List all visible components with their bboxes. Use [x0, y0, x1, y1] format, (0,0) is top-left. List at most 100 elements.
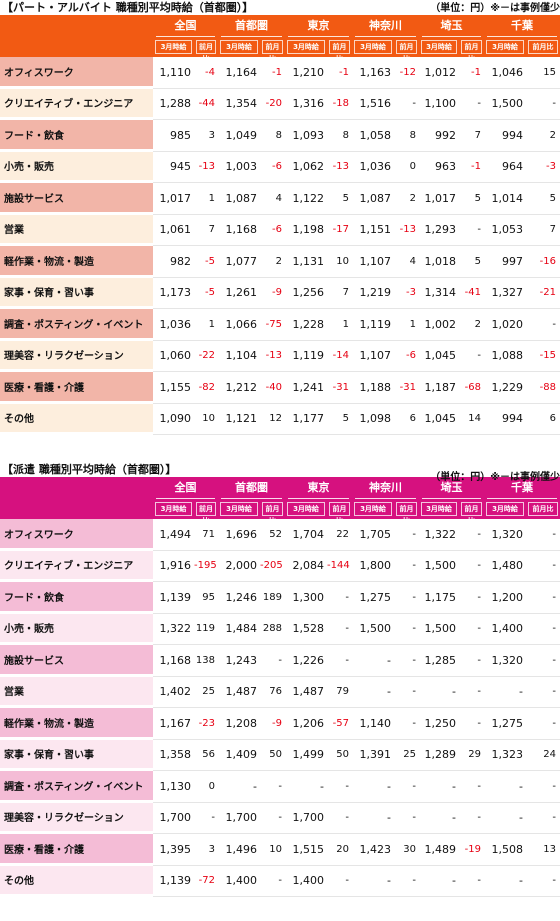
region-header-label: 千葉: [487, 16, 557, 37]
wage-subheader-label: 3月時給: [287, 502, 325, 516]
change-cell: -88: [526, 372, 560, 404]
wage-cell: -: [285, 771, 327, 803]
row-label: 営業: [0, 676, 153, 708]
change-cell: -: [526, 519, 560, 551]
change-cell: -: [526, 645, 560, 677]
change-cell: -: [526, 866, 560, 897]
wage-cell: 994: [484, 120, 526, 152]
wage-subheader-label: 3月時給: [486, 502, 524, 516]
change-cell: -: [194, 803, 218, 834]
wage-cell: 1,494: [153, 519, 194, 551]
change-cell: 8: [260, 120, 285, 152]
change-cell: 1: [194, 309, 218, 341]
wage-cell: -: [419, 771, 459, 803]
wage-subheader: 3月時給: [352, 499, 394, 519]
table-row: 理美容・リラクゼーション 1,700-1,700-1,700- - - - - - -: [0, 802, 560, 834]
change-subheader-label: 前月比: [461, 502, 482, 525]
row-label: 理美容・リラクゼーション: [0, 802, 153, 834]
part-wage-table: 全国 首都圏 東京 神奈川 埼玉 千葉 3月時給 前月比 3月時給 前月比 3月時給 前月比 3月時給前…: [0, 15, 560, 435]
table-row: 理美容・リラクゼーション 1,060 -22 1,104 -13 1,119 -14 1,10…: [0, 340, 560, 372]
change-cell: -9: [260, 278, 285, 309]
region-header-label: 全国: [156, 478, 215, 499]
change-cell: -195: [194, 551, 218, 582]
wage-cell: 1,515: [285, 834, 327, 866]
wage-cell: 1,500: [419, 614, 459, 645]
wage-cell: -: [484, 803, 526, 834]
wage-cell: 1,077: [218, 246, 260, 278]
wage-cell: 1,316: [285, 89, 327, 120]
change-cell: 189: [260, 582, 285, 614]
change-cell: -5: [194, 246, 218, 278]
table-row: フード・飲食 985 3 1,049 8 1,093 8 1,058 8 992 7 994 2: [0, 120, 560, 152]
wage-cell: 1,508: [484, 834, 526, 866]
change-cell: 119: [194, 614, 218, 645]
region-header: 神奈川: [352, 477, 419, 499]
change-cell: -82: [194, 372, 218, 404]
wage-cell: 1,020: [484, 309, 526, 341]
wage-cell: 1,916: [153, 551, 194, 582]
table-row: オフィスワーク 1,110 -4 1,164 -1 1,210 -1 1,163 -12 1,01…: [0, 57, 560, 89]
change-subheader: 前月比: [526, 499, 560, 519]
wage-cell: 1,122: [285, 183, 327, 215]
wage-cell: 1,175: [419, 582, 459, 614]
change-subheader-label: 前月比: [262, 40, 283, 63]
change-cell: -13: [194, 152, 218, 183]
table-row: クリエイティブ・エンジニア 1,916 -195 2,000 -205 2,084 -144…: [0, 550, 560, 582]
row-label: 理美容・リラクゼーション: [0, 340, 153, 372]
region-header: 東京: [285, 15, 352, 37]
change-cell: -72: [194, 866, 218, 897]
wage-cell: 1,489: [419, 834, 459, 866]
row-label: クリエイティブ・エンジニア: [0, 88, 153, 120]
change-cell: 4: [394, 246, 419, 278]
row-label: 家事・保育・習い事: [0, 277, 153, 309]
wage-cell: 1,090: [153, 404, 194, 435]
row-label: フード・飲食: [0, 120, 153, 152]
wage-cell: -: [484, 771, 526, 803]
change-cell: 50: [327, 740, 352, 771]
change-cell: -: [327, 771, 352, 803]
wage-cell: 1,293: [419, 215, 459, 246]
wage-cell: 1,018: [419, 246, 459, 278]
haken-section: 【派遣 職種別平均時給（首都圏）】 （単位：円）※－は事例僅少 全国 首都圏 東京神…: [0, 462, 560, 921]
wage-cell: 1,200: [484, 582, 526, 614]
change-cell: -: [260, 866, 285, 897]
change-cell: -: [459, 582, 484, 614]
table-row: クリエイティブ・エンジニア 1,288 -44 1,354 -20 1,316 -18 1,5…: [0, 88, 560, 120]
wage-cell: 1,139: [153, 866, 194, 897]
wage-cell: 1,110: [153, 57, 194, 89]
change-cell: 5: [526, 183, 560, 215]
table-row: 営業 1,402 25 1,487 76 1,487 79- - - - - -: [0, 676, 560, 708]
wage-cell: 1,058: [352, 120, 394, 152]
wage-cell: 1,053: [484, 215, 526, 246]
change-cell: -17: [327, 215, 352, 246]
table-row: 営業 1,061 7 1,168 -6 1,198 -17 1,151 -13 1,293-1,0…: [0, 214, 560, 246]
change-cell: -68: [459, 372, 484, 404]
wage-cell: 1,107: [352, 341, 394, 372]
wage-subheader-label: 3月時給: [354, 40, 392, 54]
change-cell: -75: [260, 309, 285, 341]
wage-cell: 1,423: [352, 834, 394, 866]
change-cell: -: [459, 341, 484, 372]
change-cell: -: [459, 866, 484, 897]
wage-cell: -: [484, 866, 526, 897]
wage-cell: 1,002: [419, 309, 459, 341]
wage-cell: 1,261: [218, 278, 260, 309]
change-cell: 3: [194, 834, 218, 866]
change-cell: -13: [394, 215, 419, 246]
change-cell: -31: [327, 372, 352, 404]
change-cell: 7: [459, 120, 484, 152]
change-cell: -: [327, 866, 352, 897]
table-row: 医療・看護・介護 1,155 -82 1,212 -40 1,241 -31 1,188 -31…: [0, 372, 560, 404]
region-header-label: 東京: [288, 16, 349, 37]
wage-cell: 1,206: [285, 708, 327, 740]
wage-subheader-label: 3月時給: [421, 502, 457, 516]
wage-subheader-label: 3月時給: [155, 40, 192, 54]
change-cell: -: [394, 771, 419, 803]
change-subheader-label: 前月比: [528, 40, 558, 54]
change-subheader-label: 前月比: [329, 502, 350, 525]
change-cell: -5: [194, 278, 218, 309]
haken-table-title: 【派遣 職種別平均時給（首都圏）】: [2, 463, 177, 476]
wage-cell: -: [352, 803, 394, 834]
change-cell: 2: [459, 309, 484, 341]
change-cell: 1: [394, 309, 419, 341]
